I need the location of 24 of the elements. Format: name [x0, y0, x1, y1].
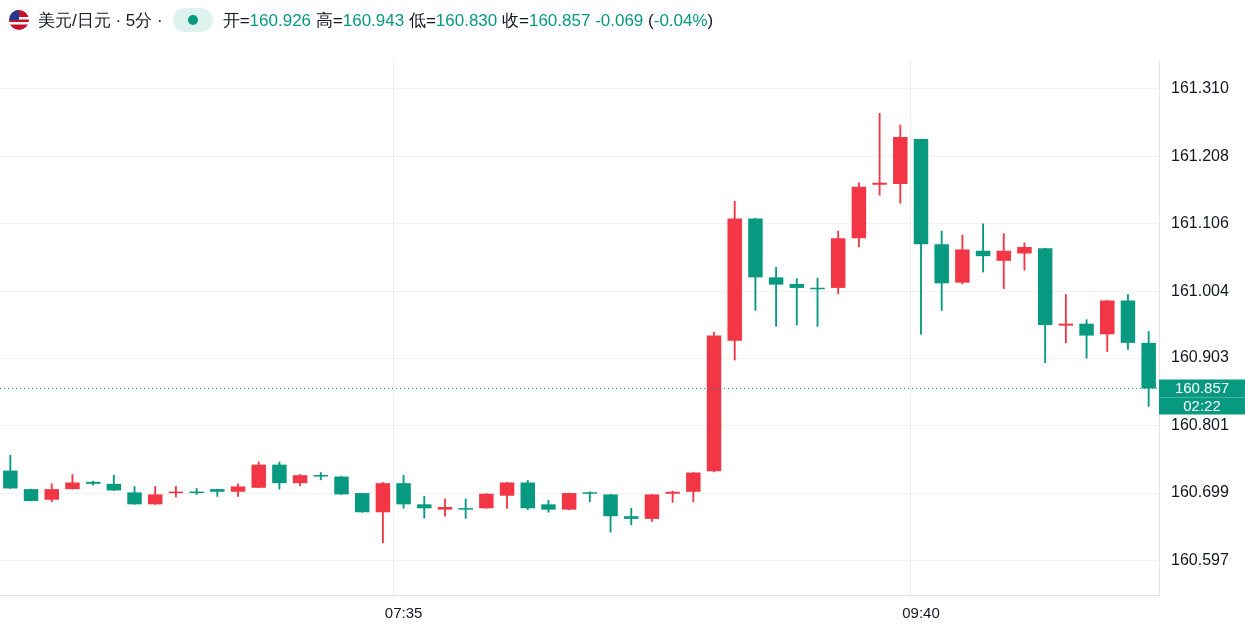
candlestick — [872, 112, 887, 196]
y-tick-label: 161.208 — [1171, 146, 1229, 164]
y-tick-label: 161.004 — [1171, 281, 1229, 299]
y-tick-label: 160.801 — [1171, 415, 1229, 433]
candlestick — [458, 498, 473, 519]
candlestick — [768, 267, 784, 327]
candlestick — [975, 223, 991, 273]
ref-line-label: 160.857 — [1174, 378, 1230, 396]
y-tick-label: 160.699 — [1171, 483, 1229, 501]
y-tick-label: 160.903 — [1171, 348, 1229, 366]
candlestick — [417, 496, 432, 519]
candlestick — [437, 498, 453, 517]
y-tick-label: 161.310 — [1171, 79, 1229, 97]
y-tick-label: 161.106 — [1171, 214, 1229, 232]
text: 开=160.926 高=160.943 低=160.830 收=160.857 -0.069 (-0.04%) — [222, 10, 714, 30]
chart-title: 美元/日元 · 5分 · — [38, 9, 163, 32]
text: 02:22 — [1183, 396, 1221, 414]
x-tick-label: 09:40 — [902, 604, 940, 622]
candlestick — [582, 491, 598, 503]
x-tick-label: 07:35 — [384, 604, 423, 622]
y-tick-label: 160.597 — [1171, 550, 1229, 568]
candlestick — [665, 490, 680, 503]
candlestick — [1058, 294, 1074, 344]
candlestick — [789, 278, 805, 326]
